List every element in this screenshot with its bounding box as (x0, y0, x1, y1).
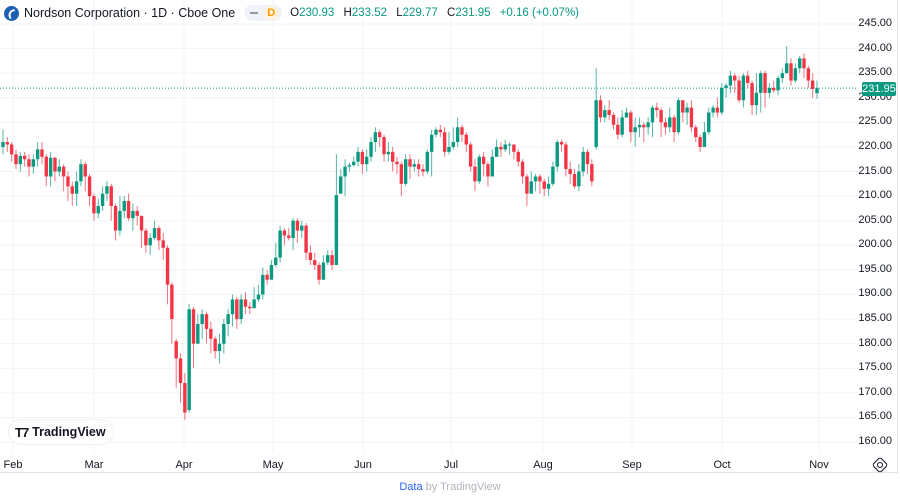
high-value: 233.52 (351, 7, 388, 19)
time-tick: Apr (175, 459, 193, 471)
price-tick: 225.00 (858, 115, 892, 128)
time-tick: Jun (354, 459, 372, 471)
tradingview-text: TradingView (32, 425, 106, 439)
time-tick: Nov (809, 459, 829, 471)
price-tick: 160.00 (858, 435, 892, 448)
low-label: L (396, 7, 403, 19)
ohlc-values: O230.93 H233.52 L229.77 C231.95 +0.16 (+… (290, 7, 585, 19)
high-label: H (343, 7, 352, 19)
time-tick: May (262, 459, 284, 471)
price-tick: 200.00 (858, 238, 892, 251)
price-tick: 235.00 (858, 66, 892, 79)
price-tick: 220.00 (858, 139, 892, 152)
chart-frame (0, 0, 898, 473)
time-tick: Jul (443, 459, 459, 471)
price-tick: 165.00 (858, 410, 892, 423)
minus-icon (250, 12, 259, 14)
price-tick: 185.00 (858, 312, 892, 325)
data-link[interactable]: Data (399, 481, 423, 493)
time-tick: Sep (622, 459, 642, 471)
open-label: O (290, 7, 300, 19)
price-tick: 240.00 (858, 41, 892, 54)
footer-text: by TradingView (422, 481, 501, 493)
tradingview-logo[interactable]: T7 TradingView (9, 420, 113, 444)
time-tick: Oct (713, 459, 731, 471)
time-tick: Feb (3, 459, 23, 471)
price-tick: 170.00 (858, 385, 892, 398)
footer-attribution: Data by TradingView (0, 481, 900, 493)
price-tick: 195.00 (858, 262, 892, 275)
time-tick: Aug (533, 459, 553, 471)
delayed-badge: D (263, 6, 280, 20)
close-value: 231.95 (455, 7, 491, 19)
low-value: 229.77 (402, 7, 438, 19)
last-price-tag: 231.95 (862, 82, 896, 96)
price-tick: 180.00 (858, 336, 892, 349)
open-value: 230.93 (299, 7, 335, 19)
chart-header: Nordson Corporation · 1D · Cboe One D O2… (4, 4, 585, 22)
price-tick: 175.00 (858, 361, 892, 374)
time-tick: Mar (84, 459, 104, 471)
price-tick: 245.00 (858, 17, 892, 29)
timeframe-badge[interactable]: D (244, 5, 283, 21)
price-tick: 205.00 (858, 213, 892, 226)
close-label: C (447, 7, 456, 19)
price-tick: 190.00 (858, 287, 892, 300)
symbol-title[interactable]: Nordson Corporation · 1D · Cboe One (24, 6, 236, 20)
tradingview-mark-icon: T7 (15, 424, 29, 440)
company-logo-icon (4, 5, 19, 21)
price-tick: 215.00 (858, 164, 892, 177)
price-tick: 210.00 (858, 189, 892, 202)
change-value: +0.16 (+0.07%) (499, 7, 579, 19)
